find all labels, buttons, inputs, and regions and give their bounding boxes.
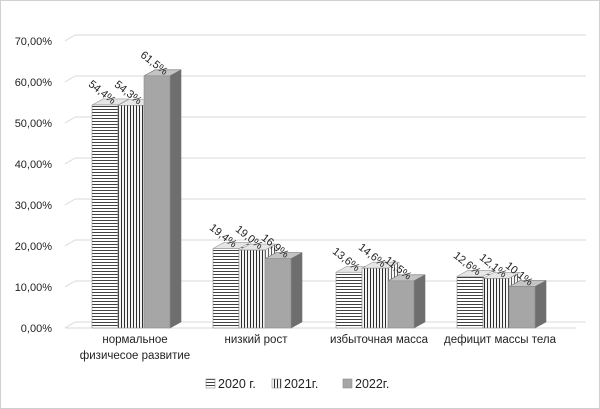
y-tick-label: 30,00%	[15, 200, 53, 212]
legend-label: 2022г.	[355, 377, 389, 391]
legend: 2020 г. 2021г. 2022г.	[205, 377, 389, 391]
bar	[508, 286, 536, 329]
category-label: дефицит массы тела	[444, 334, 557, 346]
category-label: нормальное	[102, 334, 167, 346]
gridline-side	[64, 280, 76, 288]
bars	[91, 69, 547, 329]
gridline-side	[64, 34, 76, 42]
bar	[238, 249, 266, 329]
bar	[143, 75, 171, 329]
category-label: низкий рост	[225, 334, 289, 346]
gridline-side	[64, 239, 76, 247]
legend-swatch	[271, 378, 282, 389]
bar	[456, 276, 484, 329]
bar	[335, 271, 363, 329]
bar-side	[290, 252, 303, 329]
bar	[264, 258, 292, 329]
bar	[212, 248, 240, 329]
y-tick-label: 20,00%	[15, 241, 53, 253]
gridline-side	[64, 157, 76, 165]
legend-label: 2021г.	[284, 377, 318, 391]
gridline-side	[64, 198, 76, 206]
bar-side	[169, 69, 182, 329]
legend-label: 2020 г.	[218, 377, 256, 391]
category-label: избыточная масса	[330, 334, 429, 346]
bar-side	[534, 280, 547, 329]
bar	[387, 280, 415, 329]
legend-swatch	[342, 378, 353, 389]
y-tick-label: 60,00%	[15, 77, 53, 89]
y-tick-label: 0,00%	[21, 323, 52, 335]
category-label: физичесое развитие	[80, 350, 190, 362]
gridline-side	[64, 116, 76, 124]
legend-swatch	[205, 378, 216, 389]
bar-side	[413, 274, 426, 329]
x-axis-categories: нормальное физичесое развитие низкий рост и…	[80, 334, 557, 362]
bar	[117, 105, 145, 329]
gridline-side	[64, 321, 76, 329]
y-tick-label: 10,00%	[15, 282, 53, 294]
gridline-side	[64, 75, 76, 83]
y-axis: 0,00% 10,00% 20,00% 30,00% 40,00% 50,00% 60,00…	[15, 36, 53, 335]
y-tick-label: 50,00%	[15, 118, 53, 130]
bar	[361, 267, 389, 329]
bar	[91, 104, 119, 329]
y-tick-label: 40,00%	[15, 159, 53, 171]
y-tick-label: 70,00%	[15, 36, 53, 48]
bar	[482, 278, 510, 329]
